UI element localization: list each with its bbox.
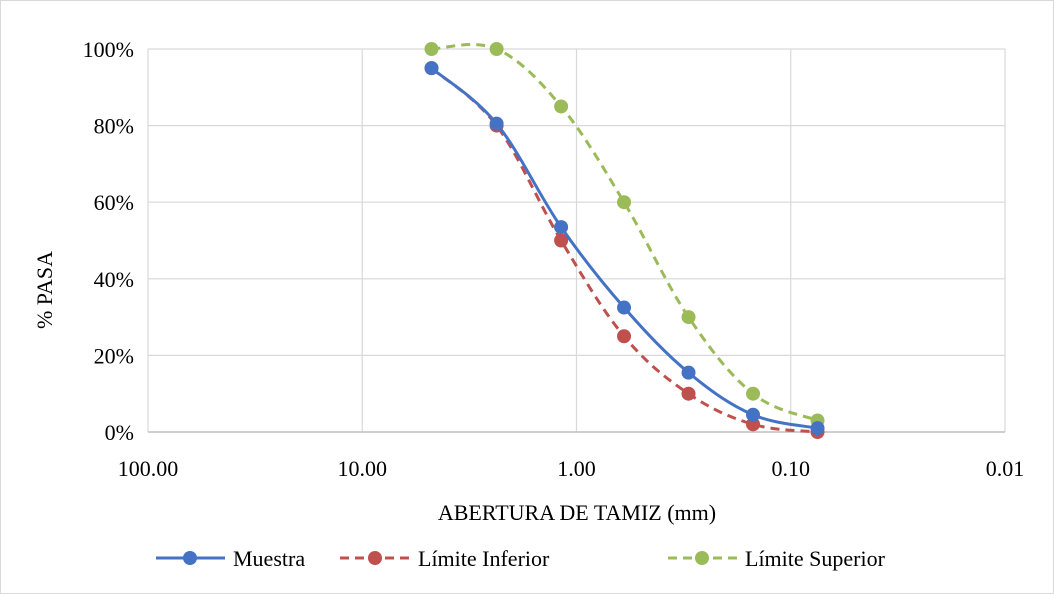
data-point: [424, 61, 439, 76]
legend-marker: [368, 551, 382, 565]
series-layer: [424, 42, 825, 439]
y-tick-label: 20%: [94, 343, 134, 368]
tick-layer: 0% 20% 40% 60% 80% 100% 100.00 10.00 1.00 0.10 0.0…: [83, 37, 1025, 481]
legend-item-limite-superior: Límite Superior: [668, 546, 886, 571]
legend-item-muestra: Muestra: [156, 546, 305, 571]
x-tick-label: 1.00: [557, 456, 596, 481]
data-point: [810, 421, 825, 436]
data-point: [489, 116, 504, 131]
y-tick-label: 100%: [83, 37, 134, 62]
data-point: [617, 195, 632, 210]
data-point: [746, 386, 761, 401]
y-tick-label: 60%: [94, 190, 134, 215]
series-line: [431, 43, 819, 422]
y-tick-label: 40%: [94, 267, 134, 292]
y-tick-label: 0%: [105, 420, 134, 445]
y-axis-title: % PASA: [32, 251, 57, 329]
legend-label: Límite Superior: [745, 546, 886, 571]
legend-item-limite-inferior: Límite Inferior: [340, 546, 550, 571]
x-tick-label: 0.10: [772, 456, 811, 481]
data-point: [617, 329, 632, 344]
legend-marker: [695, 551, 709, 565]
legend-marker: [183, 551, 197, 565]
series-1: [424, 61, 825, 439]
series-line: [430, 67, 818, 430]
data-point: [424, 42, 439, 56]
legend: Muestra Límite Inferior Límite Superior: [156, 546, 886, 571]
series-2: [424, 42, 825, 428]
data-point: [681, 310, 696, 325]
legend-label: Muestra: [233, 546, 305, 571]
series-0: [424, 61, 825, 436]
data-point: [746, 417, 761, 432]
data-point: [681, 365, 696, 380]
data-point: [746, 407, 761, 422]
data-point: [554, 99, 569, 114]
x-tick-label: 0.01: [986, 456, 1025, 481]
x-axis-title: ABERTURA DE TAMIZ (mm): [438, 500, 716, 525]
data-point: [489, 42, 504, 56]
data-point: [617, 300, 632, 315]
data-point: [554, 220, 569, 235]
legend-label: Límite Inferior: [418, 546, 550, 571]
x-tick-label: 100.00: [118, 456, 179, 481]
grid-layer: [147, 48, 1006, 432]
y-tick-label: 80%: [94, 114, 134, 139]
data-point: [554, 233, 569, 248]
series-line: [430, 67, 818, 434]
data-point: [681, 386, 696, 401]
x-tick-label: 10.00: [338, 456, 388, 481]
